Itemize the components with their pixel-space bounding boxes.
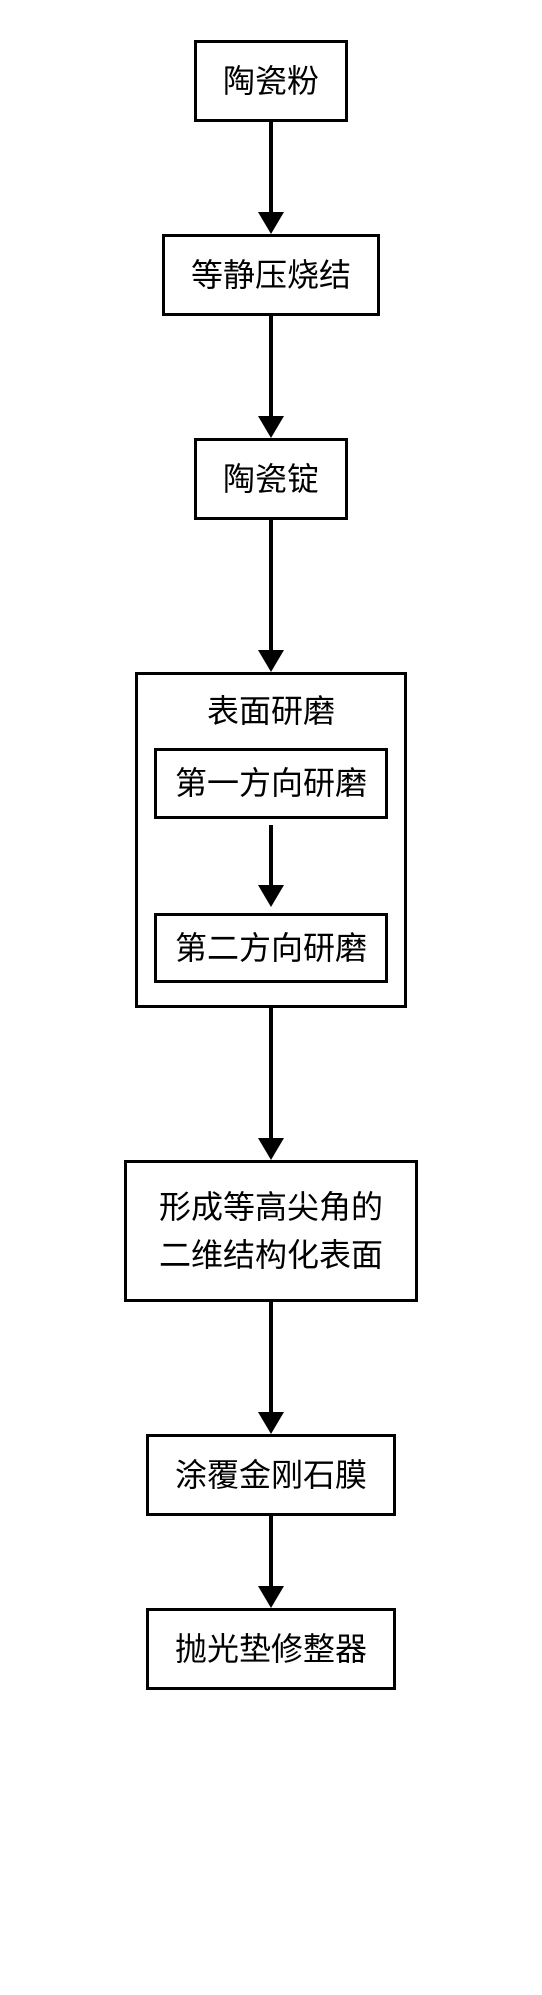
arrow-head-icon: [258, 1586, 284, 1608]
node-form-structured-surface: 形成等高尖角的 二维结构化表面: [124, 1160, 418, 1302]
node-label: 陶瓷锭: [223, 461, 319, 497]
node-label-line2: 二维结构化表面: [159, 1237, 383, 1273]
node-label: 陶瓷粉: [223, 63, 319, 99]
arrow-shaft: [269, 1302, 273, 1412]
node-label: 表面研磨: [154, 689, 388, 734]
arrow-head-icon: [258, 1138, 284, 1160]
arrow-shaft: [269, 520, 273, 650]
arrow-inner: [154, 825, 388, 907]
node-coat-diamond-film: 涂覆金刚石膜: [146, 1434, 396, 1516]
arrow-head-icon: [258, 416, 284, 438]
node-surface-grinding-group: 表面研磨 第一方向研磨 第二方向研磨: [135, 672, 407, 1008]
arrow-4: [258, 1008, 284, 1160]
node-label: 第一方向研磨: [175, 765, 367, 801]
arrow-5: [258, 1302, 284, 1434]
arrow-shaft: [269, 1008, 273, 1138]
arrow-head-icon: [258, 1412, 284, 1434]
arrow-2: [258, 316, 284, 438]
arrow-shaft: [269, 122, 273, 212]
flowchart-container: 陶瓷粉 等静压烧结 陶瓷锭 表面研磨 第一方向研磨 第二方向研磨: [0, 0, 542, 1730]
node-label: 抛光垫修整器: [175, 1631, 367, 1667]
node-label: 第二方向研磨: [175, 930, 367, 966]
node-polishing-pad-conditioner: 抛光垫修整器: [146, 1608, 396, 1690]
arrow-shaft: [269, 825, 273, 885]
node-ceramic-powder: 陶瓷粉: [194, 40, 348, 122]
arrow-shaft: [269, 316, 273, 416]
node-label-line1: 形成等高尖角的: [159, 1189, 383, 1225]
arrow-shaft: [269, 1516, 273, 1586]
node-isostatic-sintering: 等静压烧结: [162, 234, 380, 316]
arrow-1: [258, 122, 284, 234]
node-first-direction-grinding: 第一方向研磨: [154, 748, 388, 819]
arrow-head-icon: [258, 650, 284, 672]
node-label: 等静压烧结: [191, 257, 351, 293]
node-ceramic-ingot: 陶瓷锭: [194, 438, 348, 520]
node-label: 涂覆金刚石膜: [175, 1457, 367, 1493]
arrow-head-icon: [258, 885, 284, 907]
node-second-direction-grinding: 第二方向研磨: [154, 913, 388, 984]
arrow-3: [258, 520, 284, 672]
arrow-6: [258, 1516, 284, 1608]
arrow-head-icon: [258, 212, 284, 234]
